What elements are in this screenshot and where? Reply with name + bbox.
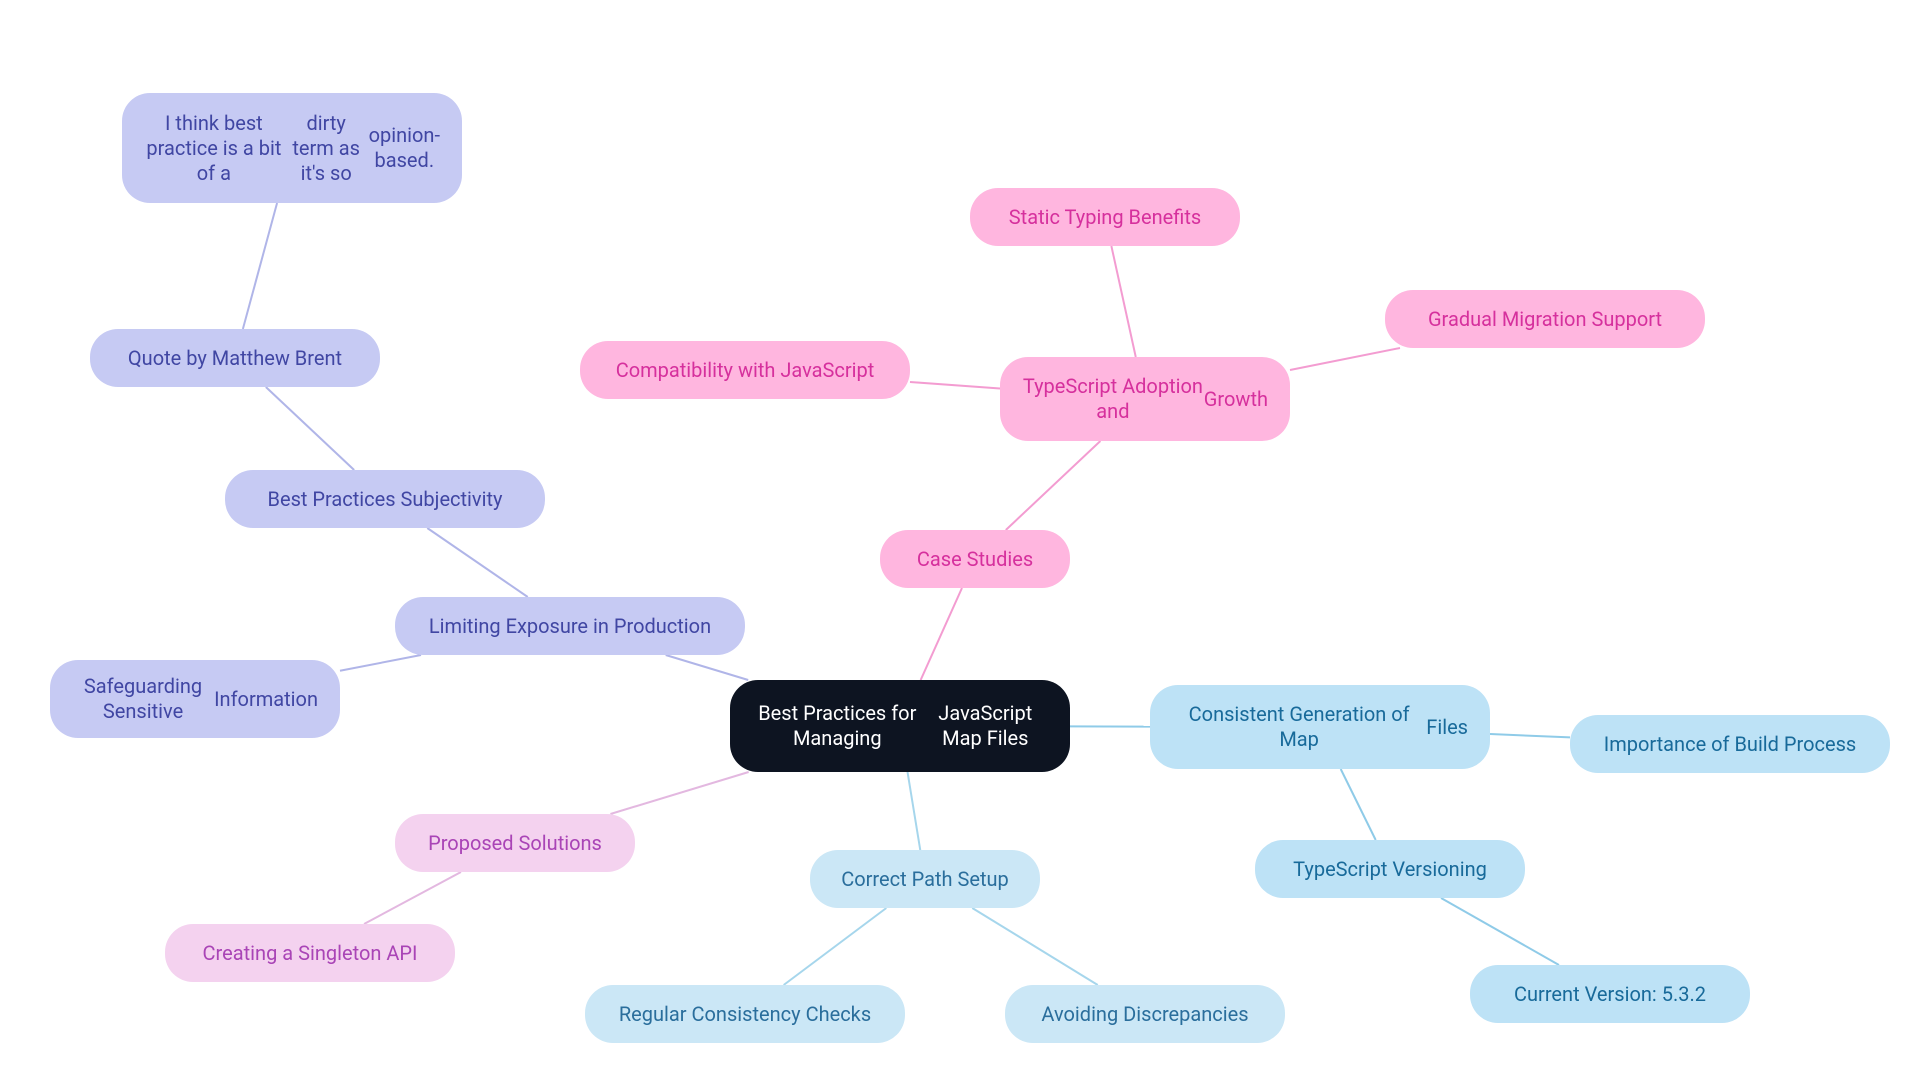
node-avoid-disc: Avoiding Discrepancies: [1005, 985, 1285, 1043]
node-text: Files: [1426, 715, 1468, 740]
edge-limiting-safeguard: [340, 655, 421, 671]
node-text: dirty term as it's so: [284, 111, 369, 186]
edge-ts-versioning-current-version: [1441, 898, 1559, 965]
node-singleton: Creating a Singleton API: [165, 924, 455, 982]
node-text: Best Practices for Managing: [752, 701, 923, 751]
edge-correct-path-avoid-disc: [972, 908, 1097, 985]
edge-case-studies-ts-adoption: [1006, 441, 1101, 530]
node-correct-path: Correct Path Setup: [810, 850, 1040, 908]
node-current-version: Current Version: 5.3.2: [1470, 965, 1750, 1023]
node-text: Information: [214, 687, 318, 712]
node-safeguard: Safeguarding SensitiveInformation: [50, 660, 340, 738]
node-text: Gradual Migration Support: [1428, 307, 1662, 332]
node-compat-js: Compatibility with JavaScript: [580, 341, 910, 399]
node-text: Current Version: 5.3.2: [1514, 982, 1706, 1007]
node-text: Proposed Solutions: [428, 831, 602, 856]
node-text: Consistent Generation of Map: [1172, 702, 1426, 752]
edge-proposed-singleton: [364, 872, 461, 924]
node-proposed: Proposed Solutions: [395, 814, 635, 872]
node-text: Growth: [1204, 387, 1268, 412]
node-quote-text: I think best practice is a bit of adirty…: [122, 93, 462, 203]
node-static-typing: Static Typing Benefits: [970, 188, 1240, 246]
node-ts-versioning: TypeScript Versioning: [1255, 840, 1525, 898]
node-text: Best Practices Subjectivity: [268, 487, 503, 512]
node-text: opinion-based.: [369, 123, 440, 173]
edge-ts-adoption-static-typing: [1111, 246, 1135, 357]
node-consistent: Consistent Generation of MapFiles: [1150, 685, 1490, 769]
node-quote-by: Quote by Matthew Brent: [90, 329, 380, 387]
node-reg-checks: Regular Consistency Checks: [585, 985, 905, 1043]
node-importance-build: Importance of Build Process: [1570, 715, 1890, 773]
node-text: Case Studies: [917, 547, 1033, 572]
node-text: Limiting Exposure in Production: [429, 614, 711, 639]
node-text: Quote by Matthew Brent: [128, 346, 342, 371]
node-text: JavaScript Map Files: [923, 701, 1048, 751]
node-text: TypeScript Versioning: [1293, 857, 1487, 882]
edge-ts-adoption-gradual: [1290, 348, 1400, 370]
node-text: Avoiding Discrepancies: [1041, 1002, 1248, 1027]
node-text: I think best practice is a bit of a: [144, 111, 284, 186]
node-limiting: Limiting Exposure in Production: [395, 597, 745, 655]
node-text: Importance of Build Process: [1604, 732, 1856, 757]
edge-root-proposed: [610, 772, 748, 814]
edge-quote-by-quote-text: [243, 203, 277, 329]
edge-ts-adoption-compat-js: [910, 382, 1000, 389]
edge-root-case-studies: [921, 588, 962, 680]
node-gradual: Gradual Migration Support: [1385, 290, 1705, 348]
node-case-studies: Case Studies: [880, 530, 1070, 588]
node-text: Correct Path Setup: [841, 867, 1009, 892]
node-text: Compatibility with JavaScript: [616, 358, 875, 383]
node-text: Creating a Singleton API: [203, 941, 418, 966]
node-text: Regular Consistency Checks: [619, 1002, 871, 1027]
edge-consistent-ts-versioning: [1341, 769, 1376, 840]
edge-limiting-bp-subj: [427, 528, 528, 597]
node-text: Safeguarding Sensitive: [72, 674, 214, 724]
node-root: Best Practices for ManagingJavaScript Ma…: [730, 680, 1070, 772]
node-text: Static Typing Benefits: [1009, 205, 1201, 230]
edge-root-correct-path: [908, 772, 921, 850]
node-bp-subj: Best Practices Subjectivity: [225, 470, 545, 528]
edge-bp-subj-quote-by: [266, 387, 354, 470]
node-text: TypeScript Adoption and: [1022, 374, 1204, 424]
edge-root-limiting: [666, 655, 749, 680]
edge-consistent-importance-build: [1490, 734, 1570, 737]
edge-correct-path-reg-checks: [784, 908, 887, 985]
node-ts-adoption: TypeScript Adoption andGrowth: [1000, 357, 1290, 441]
